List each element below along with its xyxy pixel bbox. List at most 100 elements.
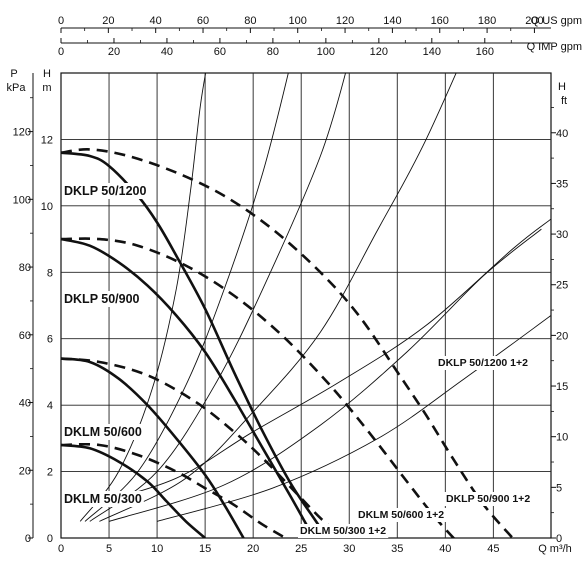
y-kpa-tick-label: 40: [19, 398, 31, 410]
y-ft-tick-label: 5: [556, 482, 562, 494]
system-curve: [89, 218, 551, 506]
top-us-tick-label: 0: [58, 15, 64, 27]
top-imp-tick-label: 20: [108, 46, 120, 58]
y-kpa-tick-label: 20: [19, 465, 31, 477]
curve-label-group: DKLP 50/900: [62, 291, 142, 307]
top-us-tick-label: 180: [478, 15, 496, 27]
top-imp-tick-label: 140: [423, 46, 441, 58]
top-imp-axis-title: Q IMP gpm: [527, 41, 582, 53]
top-imp-tick-label: 60: [214, 46, 226, 58]
curve-label-group: DKLP 50/1200 1+2: [436, 356, 531, 370]
series-line: [61, 443, 206, 538]
top-us-tick-label: 20: [102, 15, 114, 27]
top-us-axis-title: Q US gpm: [531, 15, 582, 27]
y-ft-axis-unit: ft: [561, 95, 567, 107]
x-tick-label: 20: [247, 543, 259, 555]
curve-label: DKLP 50/900: [64, 292, 140, 306]
axes: 0 5 10 15 20 25 30 35 40 45 Q m³/h0 20 40 60 80 100 120 1…: [7, 15, 582, 555]
top-us-tick-label: 40: [150, 15, 162, 27]
curve-labels: DKLP 50/1200 DKLP 50/900 DKLM 50/600 DKLM 5…: [62, 183, 533, 538]
system-curves: [79, 73, 551, 522]
pump-curves: [61, 148, 514, 538]
curve-label-bg: [62, 424, 144, 440]
y-m-tick-label: 6: [47, 334, 53, 346]
top-us-tick-label: 80: [244, 15, 256, 27]
top-us-tick-label: 120: [336, 15, 354, 27]
x-tick-label: 5: [106, 543, 112, 555]
curve-label: DKLM 50/300: [64, 492, 142, 506]
curve-label-bg: [436, 356, 531, 370]
y-kpa-tick-label: 80: [19, 262, 31, 274]
y-m-tick-label: 0: [47, 533, 53, 545]
top-imp-tick-label: 40: [161, 46, 173, 58]
curve-label: DKLP 50/900 1+2: [446, 493, 530, 505]
y-m-tick-label: 12: [41, 134, 53, 146]
curve-label-group: DKLM 50/600 1+2: [356, 508, 447, 522]
y-kpa-tick-label: 60: [19, 330, 31, 342]
system-curve: [79, 73, 207, 522]
curve-label-group: DKLM 50/600: [62, 424, 144, 440]
x-tick-label: 30: [343, 543, 355, 555]
y-kpa-axis-title: P: [10, 68, 17, 80]
curve-label-bg: [298, 524, 389, 538]
y-kpa-tick-label: 120: [13, 127, 31, 139]
curve-label-group: DKLP 50/900 1+2: [444, 492, 533, 506]
y-m-tick-label: 8: [47, 267, 53, 279]
curve-label-bg: [444, 492, 533, 506]
curve-label-group: DKLP 50/1200: [62, 183, 149, 199]
x-tick-label: 45: [487, 543, 499, 555]
curve-label-group: DKLM 50/300 1+2: [298, 524, 389, 538]
curve-label-bg: [62, 291, 142, 307]
system-curve: [108, 228, 542, 522]
top-us-tick-label: 140: [383, 15, 401, 27]
top-us-tick-label: 100: [289, 15, 307, 27]
y-ft-tick-label: 10: [556, 432, 568, 444]
curve-label-bg: [62, 183, 149, 199]
top-us-tick-label: 160: [431, 15, 449, 27]
series-line: [61, 151, 328, 538]
y-ft-tick-label: 40: [556, 128, 568, 140]
x-tick-label: 25: [295, 543, 307, 555]
series-line: [61, 442, 289, 538]
y-ft-tick-label: 20: [556, 330, 568, 342]
curve-label: DKLM 50/600: [64, 425, 142, 439]
curve-label: DKLP 50/1200 1+2: [438, 357, 528, 369]
curve-label: DKLM 50/600 1+2: [358, 509, 444, 521]
top-imp-tick-label: 0: [58, 46, 64, 58]
x-tick-label: 35: [391, 543, 403, 555]
y-m-tick-label: 2: [47, 467, 53, 479]
curve-label-group: DKLM 50/300: [62, 491, 144, 507]
x-tick-label: 40: [439, 543, 451, 555]
y-m-tick-label: 10: [41, 201, 53, 213]
series-line: [61, 357, 245, 538]
series-line: [61, 148, 514, 538]
y-m-tick-label: 4: [47, 400, 53, 412]
top-imp-tick-label: 160: [476, 46, 494, 58]
top-imp-tick-label: 100: [317, 46, 335, 58]
y-ft-tick-label: 0: [556, 533, 562, 545]
top-us-tick-label: 200: [525, 15, 543, 27]
y-ft-tick-label: 30: [556, 229, 568, 241]
y-m-axis-title: H: [43, 68, 51, 80]
curve-label-bg: [356, 508, 447, 522]
x-tick-label: 15: [199, 543, 211, 555]
y-kpa-axis-unit: kPa: [7, 82, 27, 94]
system-curve: [89, 73, 347, 522]
curve-label: DKLP 50/1200: [64, 184, 147, 198]
y-ft-tick-label: 25: [556, 280, 568, 292]
top-us-tick-label: 60: [197, 15, 209, 27]
top-imp-tick-label: 120: [370, 46, 388, 58]
y-ft-tick-label: 15: [556, 381, 568, 393]
curve-label: DKLM 50/300 1+2: [300, 525, 386, 537]
y-ft-tick-label: 35: [556, 178, 568, 190]
series-line: [61, 237, 456, 538]
y-m-axis-unit: m: [42, 82, 51, 94]
y-kpa-tick-label: 0: [25, 533, 31, 545]
y-ft-axis-title: H: [558, 81, 566, 93]
y-kpa-tick-label: 100: [13, 194, 31, 206]
curve-label-bg: [62, 491, 144, 507]
x-axis-title: Q m³/h: [538, 543, 572, 555]
x-tick-label: 10: [151, 543, 163, 555]
x-tick-label: 0: [58, 543, 64, 555]
